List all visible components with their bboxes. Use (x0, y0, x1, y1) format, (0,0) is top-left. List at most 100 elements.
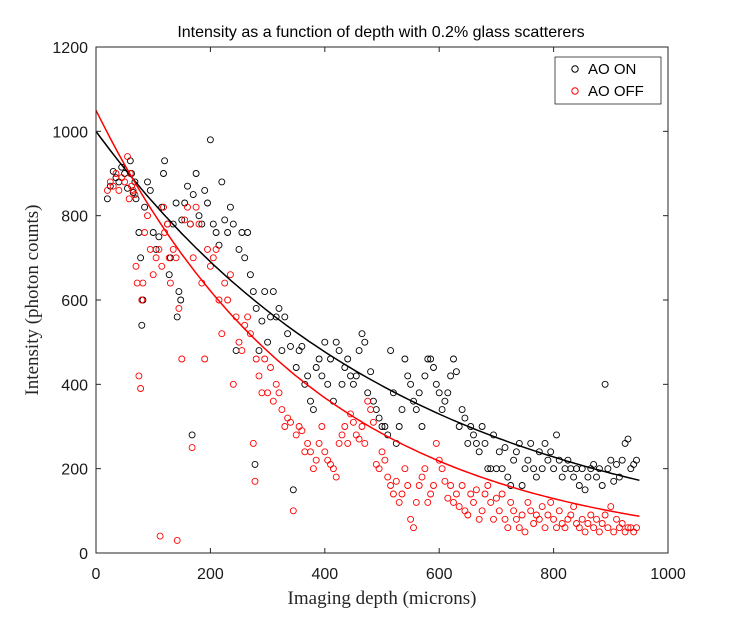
data-point-ao-off (544, 511, 552, 519)
data-point-ao-on (209, 220, 217, 228)
data-point-ao-off (335, 439, 343, 447)
data-point-ao-off (315, 439, 323, 447)
data-point-ao-on (165, 271, 173, 279)
data-point-ao-off (332, 473, 340, 481)
data-point-ao-on (553, 431, 560, 439)
data-point-ao-on (246, 271, 254, 279)
data-point-ao-off (475, 515, 483, 523)
data-point-ao-off (484, 482, 492, 489)
y-tick-label: 1200 (52, 40, 88, 57)
x-axis-label: Imaging depth (microns) (288, 588, 477, 609)
data-point-ao-off (124, 153, 131, 161)
data-point-ao-on (332, 338, 340, 346)
data-point-ao-off (430, 482, 437, 489)
data-point-ao-off (160, 203, 167, 211)
data-point-ao-on (161, 157, 169, 165)
data-point-ao-off (309, 465, 317, 473)
data-point-ao-off (467, 490, 475, 498)
data-point-ao-off (392, 477, 400, 485)
data-point-ao-off (378, 448, 386, 456)
data-point-ao-off (338, 431, 346, 439)
x-tick-label: 0 (92, 566, 101, 583)
data-point-ao-off (604, 524, 612, 532)
data-point-ao-off (206, 262, 214, 270)
data-point-ao-on (547, 448, 555, 456)
data-point-ao-on (144, 178, 151, 186)
data-point-ao-off (472, 486, 480, 494)
data-point-ao-on (544, 456, 552, 464)
data-point-ao-on (430, 364, 437, 371)
data-point-ao-on (261, 288, 269, 296)
data-point-ao-on (581, 486, 589, 494)
data-point-ao-on (584, 473, 592, 481)
data-point-ao-off (384, 473, 392, 481)
data-point-ao-on (324, 380, 332, 388)
data-point-ao-off (487, 498, 495, 506)
legend-label-ao-on: AO ON (588, 61, 636, 78)
data-point-ao-off (269, 397, 277, 405)
data-point-ao-off (341, 423, 349, 430)
data-point-ao-off (490, 515, 497, 523)
data-point-ao-off (349, 418, 357, 426)
data-point-ao-on (278, 347, 286, 355)
data-point-ao-off (398, 490, 406, 498)
data-point-ao-off (547, 498, 555, 506)
data-point-ao-off (358, 423, 366, 430)
data-point-ao-off (144, 212, 151, 220)
data-point-ao-off (278, 406, 286, 414)
legend-box (554, 56, 662, 105)
data-point-ao-on (444, 389, 452, 397)
data-point-ao-off (186, 220, 194, 228)
x-tick-label: 600 (426, 566, 453, 583)
data-point-ao-on (146, 186, 154, 194)
data-point-ao-on (593, 473, 600, 481)
data-point-ao-on (498, 465, 506, 473)
data-point-ao-on (633, 456, 640, 464)
data-point-ao-on (258, 317, 266, 325)
data-point-ao-off (515, 524, 523, 532)
data-point-ao-off (146, 245, 154, 253)
data-point-ao-on (321, 338, 329, 346)
data-point-ao-on (155, 233, 163, 241)
data-point-ao-off (447, 482, 455, 489)
data-point-ao-on (601, 380, 609, 388)
data-point-ao-on (287, 342, 294, 350)
data-point-ao-off (441, 477, 449, 485)
y-tick-label: 800 (61, 209, 88, 226)
data-point-ao-off (535, 515, 543, 523)
series-ao-off (103, 153, 640, 544)
data-point-ao-on (478, 423, 486, 430)
data-point-ao-off (156, 532, 164, 540)
data-point-ao-off (312, 456, 320, 464)
data-point-ao-off (381, 456, 389, 464)
data-point-ao-off (121, 178, 129, 186)
data-point-ao-off (567, 511, 575, 519)
data-point-ao-off (175, 304, 183, 312)
data-point-ao-off (555, 507, 563, 515)
data-point-ao-on (541, 439, 549, 447)
data-point-ao-off (224, 296, 232, 304)
fit-curves (95, 109, 640, 518)
data-point-ao-on (570, 473, 578, 481)
legend: AO ON AO OFF (554, 56, 662, 105)
data-point-ao-off (601, 511, 609, 519)
data-point-ao-on (335, 347, 343, 355)
data-point-ao-off (584, 520, 592, 527)
data-point-ao-off (188, 444, 196, 452)
data-point-ao-off (581, 528, 589, 536)
data-point-ao-off (450, 498, 457, 506)
data-point-ao-off (561, 524, 569, 532)
data-point-ao-off (166, 279, 174, 287)
data-point-ao-off (209, 254, 217, 262)
data-point-ao-on (235, 245, 243, 253)
data-point-ao-off (389, 490, 397, 498)
data-point-ao-on (475, 448, 483, 456)
data-point-ao-off (229, 380, 237, 388)
data-point-ao-off (607, 503, 615, 511)
data-point-ao-off (165, 254, 173, 262)
data-point-ao-on (349, 380, 357, 388)
data-point-ao-off (252, 355, 260, 363)
x-tick-label: 1000 (650, 566, 686, 583)
data-point-ao-off (129, 186, 137, 194)
data-point-ao-off (292, 431, 300, 439)
